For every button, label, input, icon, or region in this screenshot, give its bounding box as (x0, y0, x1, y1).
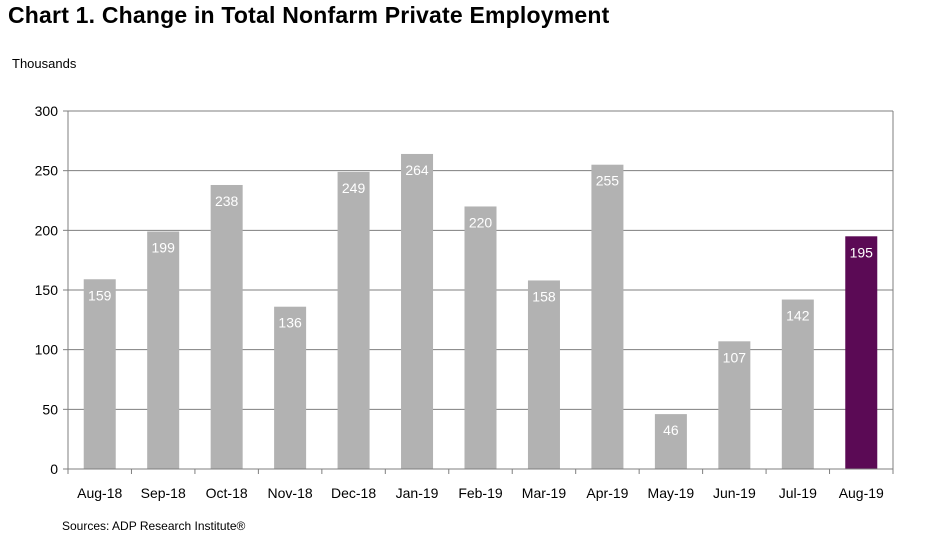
data-label: 158 (532, 288, 556, 304)
x-tick-label: Aug-19 (839, 485, 884, 501)
bar-feb-19 (464, 206, 497, 469)
y-tick-label: 200 (35, 222, 59, 238)
chart-title: Chart 1. Change in Total Nonfarm Private… (8, 2, 610, 28)
data-label: 195 (850, 244, 874, 260)
axes (67, 111, 893, 470)
data-labels: 159 199 238 136 249 264 220 158 255 46 107 142 195 (88, 162, 873, 438)
data-label: 249 (342, 180, 366, 196)
bar-sep-18 (147, 231, 180, 469)
x-tick-label: Jan-19 (396, 485, 439, 501)
x-tick-label: Mar-19 (522, 485, 567, 501)
y-tick-label: 150 (35, 282, 59, 298)
data-label: 136 (278, 315, 302, 331)
data-label: 264 (405, 162, 429, 178)
bar-jun-19 (718, 341, 751, 469)
data-label: 255 (596, 173, 620, 189)
x-tick-label: Jun-19 (713, 485, 756, 501)
x-tick-label: Oct-18 (206, 485, 248, 501)
x-tick-label: Aug-18 (77, 485, 122, 501)
bar-may-19 (654, 414, 687, 469)
x-tick-label: Apr-19 (586, 485, 628, 501)
x-tick-label: Jul-19 (779, 485, 817, 501)
y-tick-label: 250 (35, 163, 59, 179)
y-axis-label: Thousands (12, 56, 77, 71)
data-label: 159 (88, 287, 112, 303)
bars (83, 153, 878, 470)
data-label: 199 (152, 240, 176, 256)
y-axis-ticks: 0 50 100 150 200 250 300 (35, 103, 68, 477)
x-tick-label: Feb-19 (458, 485, 503, 501)
bar-aug-19 (845, 236, 878, 469)
source-note: Sources: ADP Research Institute® (62, 519, 246, 533)
data-label: 107 (723, 349, 747, 365)
bar-dec-18 (337, 171, 370, 470)
bar-jan-19 (401, 153, 434, 469)
y-tick-label: 0 (50, 461, 58, 477)
bar-oct-18 (210, 184, 243, 469)
x-axis-ticks: Aug-18 Sep-18 Oct-18 Nov-18 Dec-18 Jan-19 Feb-… (67, 469, 894, 501)
bar-jul-19 (781, 299, 814, 469)
y-tick-label: 100 (35, 342, 59, 358)
data-label: 220 (469, 214, 493, 230)
bar-aug-18 (83, 279, 116, 469)
y-tick-label: 50 (42, 401, 58, 417)
x-tick-label: May-19 (648, 485, 695, 501)
data-label: 238 (215, 193, 239, 209)
bar-apr-19 (591, 164, 624, 469)
bar-nov-18 (274, 306, 307, 469)
x-tick-label: Dec-18 (331, 485, 376, 501)
y-tick-label: 300 (35, 103, 59, 119)
x-tick-label: Sep-18 (141, 485, 186, 501)
bar-mar-19 (527, 280, 560, 469)
x-tick-label: Nov-18 (268, 485, 313, 501)
data-label: 142 (786, 308, 810, 324)
data-label: 46 (663, 422, 679, 438)
